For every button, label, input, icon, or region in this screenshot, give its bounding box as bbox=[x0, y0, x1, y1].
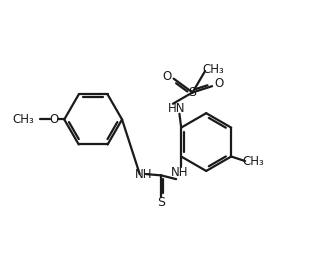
Text: NH: NH bbox=[135, 168, 152, 181]
Text: S: S bbox=[188, 86, 197, 99]
Text: CH₃: CH₃ bbox=[12, 113, 34, 126]
Text: CH₃: CH₃ bbox=[242, 154, 264, 168]
Text: HN: HN bbox=[167, 102, 185, 115]
Text: CH₃: CH₃ bbox=[202, 62, 224, 76]
Text: NH: NH bbox=[171, 166, 189, 179]
Text: O: O bbox=[50, 113, 59, 126]
Text: S: S bbox=[157, 196, 165, 209]
Text: O: O bbox=[163, 70, 172, 83]
Text: O: O bbox=[215, 77, 224, 90]
